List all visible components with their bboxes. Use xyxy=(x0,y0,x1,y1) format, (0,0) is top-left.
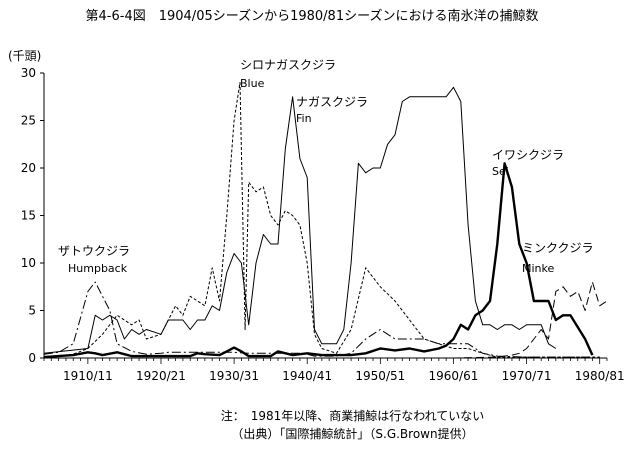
x-tick-label: 1930/31 xyxy=(209,369,259,383)
series-label-ja-humpback: ザトウクジラ xyxy=(58,244,130,258)
x-tick-label: 1970/71 xyxy=(502,369,552,383)
x-tick-label: 1910/11 xyxy=(63,369,113,383)
y-tick-label: 20 xyxy=(21,161,36,175)
chart-title: 第4-6-4図 1904/05シーズンから1980/81シーズンにおける南氷洋の… xyxy=(86,8,539,24)
plot-area: 0 5 10 15 20 25 30 1910/11 1920/21 1930/31 1940/41… xyxy=(21,58,625,383)
series-label-en-fin: Fin xyxy=(296,112,312,125)
y-tick-label: 10 xyxy=(21,256,36,270)
x-tick-label: 1960/61 xyxy=(429,369,479,383)
series-label-ja-sei: イワシクジラ xyxy=(492,148,564,162)
footnote-source: （出典）「国際捕鯨統計」（S.G.Brown提供） xyxy=(231,427,474,441)
series-line-minke xyxy=(44,281,608,359)
y-tick-label: 5 xyxy=(28,304,36,318)
y-tick-label: 30 xyxy=(21,66,36,80)
series-label-en-humpback: Humpback xyxy=(68,262,128,275)
x-tick-label: 1950/51 xyxy=(355,369,405,383)
series-line-humpback xyxy=(43,281,600,358)
x-tick-label: 1980/81 xyxy=(575,369,625,383)
series-label-en-minke: Minke xyxy=(522,262,554,275)
x-tick-label: 1940/41 xyxy=(282,369,332,383)
footnote-note: 注： 1981年以降、商業捕鯨は行なわれていない xyxy=(220,409,485,423)
series-label-en-sei: Sei xyxy=(492,165,509,178)
series-line-sei xyxy=(43,162,594,359)
y-tick-label: 0 xyxy=(28,351,36,365)
x-tick-label: 1920/21 xyxy=(136,369,186,383)
series-label-en-blue: Blue xyxy=(240,77,265,90)
series-label-ja-fin: ナガスクジラ xyxy=(296,95,368,109)
series-label-ja-blue: シロナガスクジラ xyxy=(240,58,336,72)
y-tick-label: 25 xyxy=(21,114,36,128)
series-label-ja-minke: ミンククジラ xyxy=(522,241,594,255)
y-tick-label: 15 xyxy=(21,209,36,223)
series-line-blue xyxy=(43,82,600,358)
y-axis-unit-label: (千頭) xyxy=(8,49,41,63)
